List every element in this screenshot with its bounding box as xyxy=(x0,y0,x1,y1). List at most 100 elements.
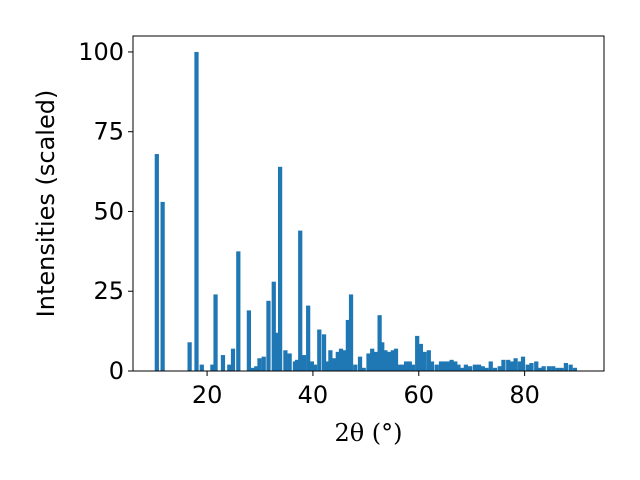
bar xyxy=(520,356,526,371)
bar xyxy=(306,305,311,371)
bar xyxy=(460,367,465,371)
y-tick-label: 25 xyxy=(93,277,124,305)
bar xyxy=(332,358,337,371)
bar xyxy=(301,355,307,371)
bar xyxy=(342,350,347,371)
bar xyxy=(257,358,262,371)
bar xyxy=(572,367,578,371)
bar xyxy=(373,351,379,371)
y-tick-label: 0 xyxy=(109,357,124,385)
bar xyxy=(321,334,327,371)
bar xyxy=(298,230,303,371)
bar xyxy=(546,366,552,371)
bar xyxy=(390,350,395,371)
bar xyxy=(278,166,283,371)
bar xyxy=(266,300,271,371)
bar xyxy=(506,359,511,371)
bar xyxy=(335,351,340,371)
y-tick-label: 75 xyxy=(93,118,124,146)
y-tick-label: 50 xyxy=(93,197,124,225)
bar xyxy=(353,364,358,371)
bar xyxy=(370,348,375,371)
bar xyxy=(393,348,399,371)
bar xyxy=(467,366,473,371)
bar xyxy=(246,310,252,371)
bar xyxy=(407,361,412,371)
bar xyxy=(525,364,530,371)
bar xyxy=(154,154,159,371)
bar xyxy=(537,367,543,371)
bar xyxy=(271,281,276,371)
bar xyxy=(442,361,447,371)
bar xyxy=(338,348,344,371)
bar xyxy=(317,329,322,371)
bar xyxy=(348,294,354,371)
bar xyxy=(312,364,318,371)
bar xyxy=(187,342,192,371)
bar xyxy=(453,361,458,371)
bar xyxy=(220,355,226,371)
bar xyxy=(472,364,477,371)
bar xyxy=(438,361,444,371)
x-tick-label: 60 xyxy=(404,381,435,409)
bar xyxy=(194,51,199,371)
x-tick-label: 80 xyxy=(509,381,540,409)
y-tick-label: 100 xyxy=(78,38,124,66)
bar xyxy=(387,351,392,371)
bar xyxy=(292,361,298,371)
bar xyxy=(160,201,165,371)
bar xyxy=(541,366,546,371)
bar xyxy=(492,367,498,371)
bar xyxy=(383,350,388,371)
bars-group xyxy=(154,51,578,371)
y-axis-label: Intensities (scaled) xyxy=(32,90,60,318)
bar xyxy=(415,335,420,371)
x-tick-label: 20 xyxy=(192,381,223,409)
bar xyxy=(559,367,564,371)
bar xyxy=(563,363,569,371)
bar xyxy=(377,315,382,371)
x-axis-ticks: 20 40 60 80 xyxy=(192,371,540,409)
y-axis-ticks: 0 25 50 75 100 xyxy=(78,38,133,385)
bar xyxy=(497,366,502,371)
bar xyxy=(287,353,292,371)
plot-frame xyxy=(132,35,605,372)
bar xyxy=(380,342,385,371)
bar xyxy=(251,367,256,371)
bar xyxy=(236,251,241,371)
bar xyxy=(445,361,450,371)
bar xyxy=(400,364,405,371)
bar xyxy=(426,350,431,371)
bar xyxy=(357,356,363,371)
bar xyxy=(422,351,427,371)
bar xyxy=(501,359,506,371)
bar xyxy=(488,361,493,371)
bar xyxy=(517,361,522,371)
bar xyxy=(283,350,288,371)
bar xyxy=(274,332,279,371)
bar xyxy=(410,364,416,371)
bar xyxy=(509,361,515,371)
bar xyxy=(555,367,560,371)
bar xyxy=(254,366,259,371)
bar xyxy=(429,361,435,371)
bar xyxy=(213,294,218,371)
bar xyxy=(529,363,534,371)
bar xyxy=(449,359,454,371)
bar xyxy=(361,367,366,371)
bar xyxy=(403,361,409,371)
x-tick-label: 40 xyxy=(298,381,329,409)
bar xyxy=(294,359,300,371)
bar xyxy=(568,364,573,371)
bar xyxy=(309,361,314,371)
bar xyxy=(261,356,266,371)
bar xyxy=(513,358,518,371)
bar xyxy=(345,319,350,371)
bar xyxy=(456,364,461,371)
bar xyxy=(230,348,236,371)
bar xyxy=(328,350,333,371)
bar xyxy=(397,364,402,371)
bar xyxy=(480,366,485,371)
